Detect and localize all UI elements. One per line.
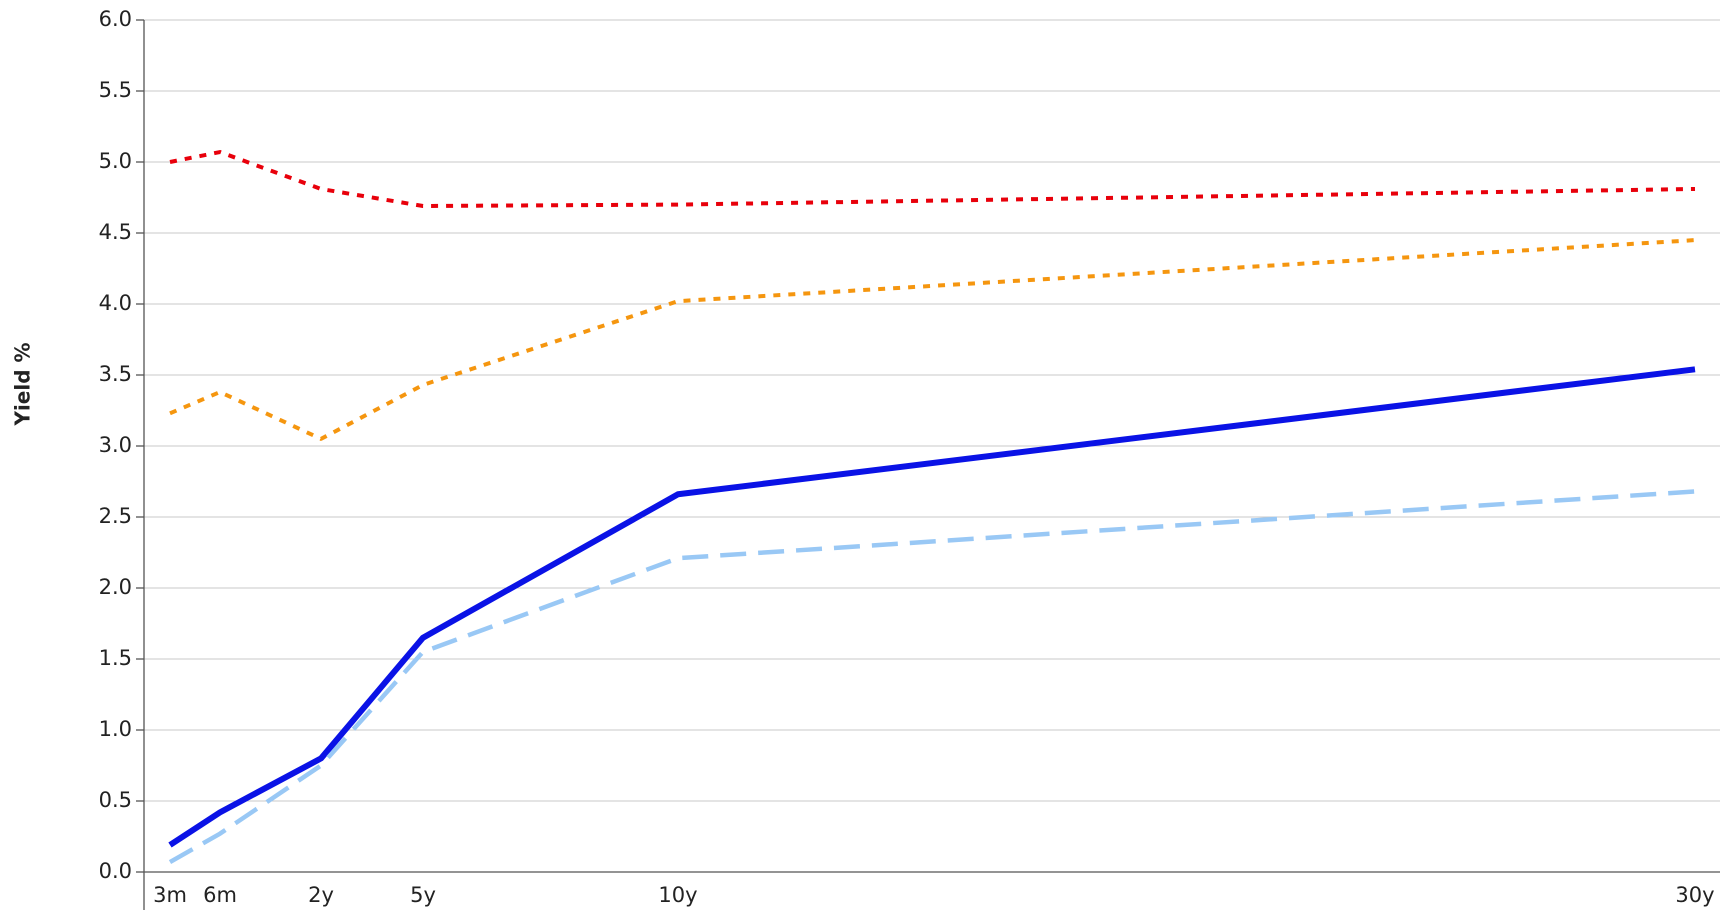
x-tick-label: 6m (203, 883, 237, 907)
x-tick-label: 5y (410, 883, 436, 907)
y-axis-label: Yield % (11, 342, 35, 426)
x-tick-label: 3m (153, 883, 187, 907)
y-tick-label: 5.5 (99, 78, 132, 102)
y-tick-label: 3.0 (99, 433, 132, 457)
y-tick-label: 2.5 (99, 504, 132, 528)
y-tick-label: 4.5 (99, 220, 132, 244)
series-line (168, 489, 1696, 865)
x-tick-label: 10y (658, 883, 697, 907)
y-tick-label: 4.0 (99, 291, 132, 315)
y-tick-label: 0.5 (99, 788, 132, 812)
y-tick-label: 1.5 (99, 646, 132, 670)
x-tick-label: 2y (308, 883, 334, 907)
series-line (169, 150, 1696, 209)
y-tick-label: 0.0 (99, 859, 132, 883)
y-tick-label: 5.0 (99, 149, 132, 173)
y-tick-label: 1.0 (99, 717, 132, 741)
y-tick-label: 3.5 (99, 362, 132, 386)
y-tick-label: 2.0 (99, 575, 132, 599)
y-tick-label: 6.0 (99, 7, 132, 31)
x-tick-label: 30y (1675, 883, 1714, 907)
series-line (169, 238, 1696, 441)
series-line (168, 366, 1696, 848)
